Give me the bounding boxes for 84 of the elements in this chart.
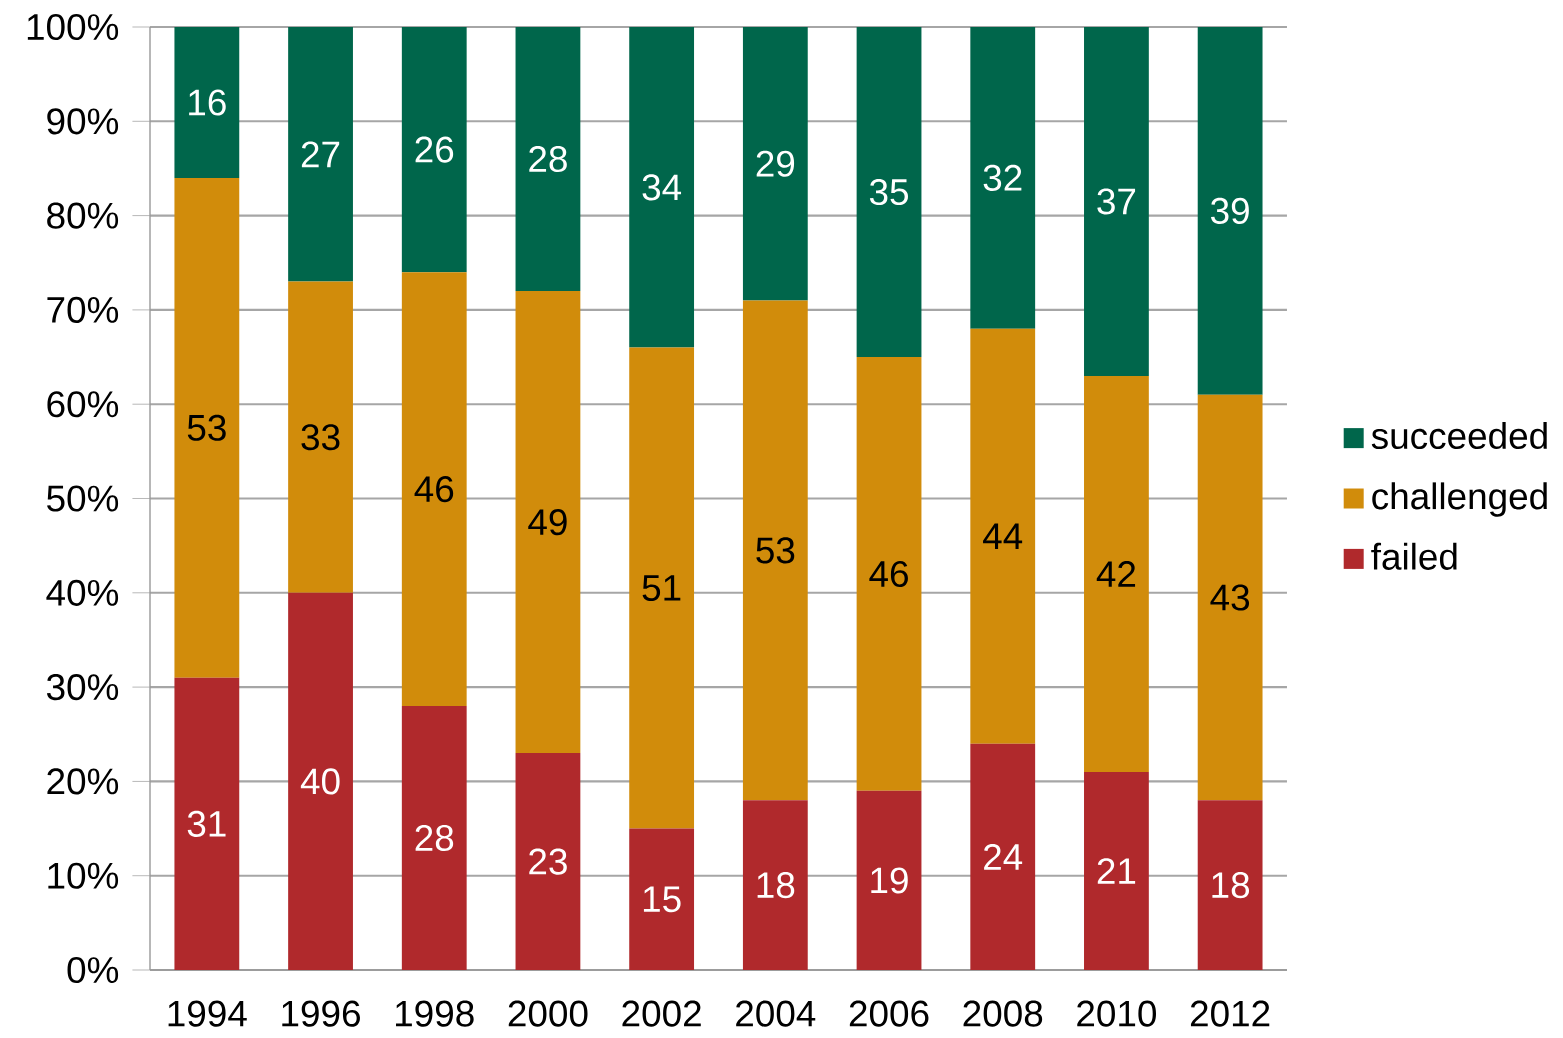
data-label: 26 <box>415 136 454 163</box>
data-label: 19 <box>871 867 908 894</box>
data-label: 21 <box>1097 858 1136 884</box>
x-tick-label: 2008 <box>963 1000 1043 1027</box>
bar <box>1084 375 1149 772</box>
bar <box>515 27 581 292</box>
bar <box>970 743 1036 970</box>
x-tick-label: 2012 <box>1190 1000 1270 1027</box>
data-label: 35 <box>869 178 908 206</box>
data-label: 27 <box>301 141 340 168</box>
bar <box>288 592 353 970</box>
legend-label: challenged <box>1372 482 1547 517</box>
bar <box>970 27 1036 329</box>
y-tick-label: 40% <box>46 579 119 606</box>
bar <box>970 328 1036 744</box>
bar <box>174 177 240 678</box>
bar <box>742 27 808 301</box>
y-tick-label: 20% <box>47 768 119 795</box>
bar <box>288 27 353 282</box>
bar <box>1084 27 1149 376</box>
y-tick-label: 10% <box>48 862 119 889</box>
data-label: 44 <box>983 523 1023 549</box>
bar <box>401 27 467 273</box>
bar <box>401 272 467 706</box>
x-tick-label: 2010 <box>1077 1000 1157 1027</box>
data-label: 40 <box>300 768 340 795</box>
y-tick-label: 80% <box>47 202 119 229</box>
bar <box>742 800 808 970</box>
y-tick-label: 70% <box>47 296 119 323</box>
data-label: 53 <box>187 414 226 441</box>
x-tick-label: 2006 <box>849 1000 929 1027</box>
bar <box>856 790 922 970</box>
data-label: 33 <box>301 424 340 451</box>
bar <box>1084 771 1149 970</box>
data-label: 24 <box>984 843 1023 870</box>
x-tick-label: 1994 <box>168 1000 247 1027</box>
bar <box>1197 394 1263 801</box>
data-label: 46 <box>869 560 908 588</box>
data-label: 42 <box>1096 561 1136 587</box>
data-label: 18 <box>757 872 795 899</box>
data-label: 34 <box>642 174 682 201</box>
bar <box>629 347 695 829</box>
y-tick-label: 0% <box>67 956 119 984</box>
data-label: 37 <box>1097 188 1136 215</box>
data-label: 16 <box>189 89 226 116</box>
bar <box>515 291 581 754</box>
y-tick-label: 100% <box>27 13 119 41</box>
x-tick-label: 1998 <box>396 1000 474 1027</box>
bar <box>401 705 467 970</box>
bar <box>629 828 695 970</box>
data-label: 49 <box>528 509 567 536</box>
bar <box>174 27 240 178</box>
x-tick-label: 1996 <box>282 1000 360 1027</box>
x-tick-label: 2004 <box>736 1000 816 1027</box>
data-label: 28 <box>415 824 454 852</box>
legend-label: failed <box>1371 542 1457 570</box>
y-tick-label: 90% <box>47 108 119 135</box>
bar <box>515 753 581 970</box>
x-tick-label: 2000 <box>508 1000 588 1027</box>
data-label: 23 <box>529 848 567 875</box>
data-label: 43 <box>1210 584 1250 611</box>
legend-label: succeeded <box>1371 421 1547 450</box>
data-label: 53 <box>756 537 795 564</box>
bar <box>1197 27 1263 395</box>
data-label: 29 <box>756 150 795 177</box>
bar <box>742 300 808 801</box>
data-label: 39 <box>1210 197 1249 224</box>
bar <box>288 281 353 593</box>
bar <box>174 677 240 970</box>
y-tick-label: 50% <box>47 485 119 512</box>
y-tick-label: 30% <box>46 674 119 701</box>
bar <box>856 357 922 791</box>
bar <box>629 27 695 348</box>
x-tick-label: 2002 <box>622 1000 701 1027</box>
bar <box>1197 800 1263 970</box>
data-label: 18 <box>1212 872 1250 899</box>
y-tick-label: 60% <box>47 391 119 418</box>
data-label: 28 <box>529 145 567 173</box>
data-label: 51 <box>642 575 681 601</box>
data-label: 15 <box>643 886 681 913</box>
data-label: 46 <box>414 476 454 503</box>
data-label: 31 <box>187 810 226 837</box>
data-label: 32 <box>983 164 1022 191</box>
bar <box>856 27 922 358</box>
